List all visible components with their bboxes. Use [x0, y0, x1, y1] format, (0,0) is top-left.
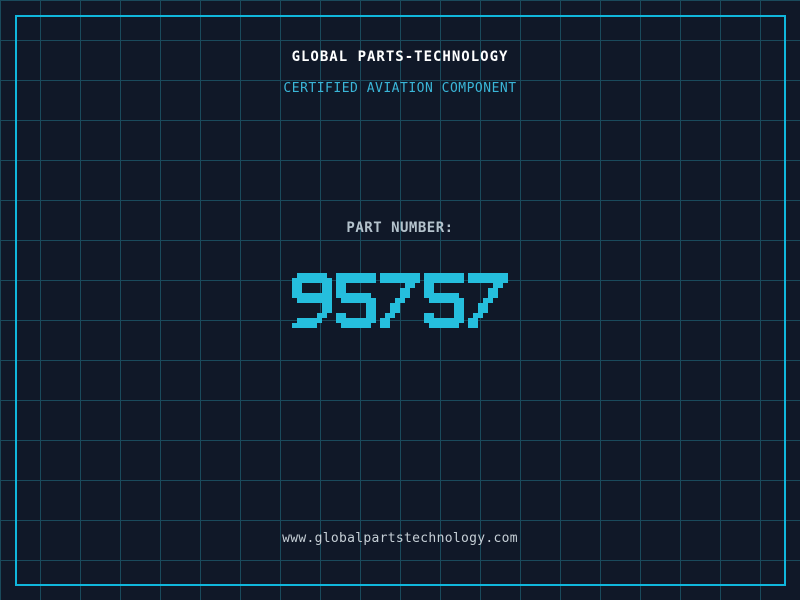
- certification-subtitle: CERTIFIED AVIATION COMPONENT: [283, 81, 517, 96]
- digit-glyph: [336, 273, 376, 328]
- digit-glyph: [292, 273, 332, 328]
- digit-glyph: [424, 273, 464, 328]
- company-title: GLOBAL PARTS-TECHNOLOGY: [291, 49, 509, 65]
- part-number-display: [0, 273, 800, 328]
- digit-glyph: [468, 273, 508, 328]
- part-number-label: PART NUMBER:: [346, 220, 454, 236]
- website-url: www.globalpartstechnology.com: [282, 531, 518, 546]
- digit-glyph: [380, 273, 420, 328]
